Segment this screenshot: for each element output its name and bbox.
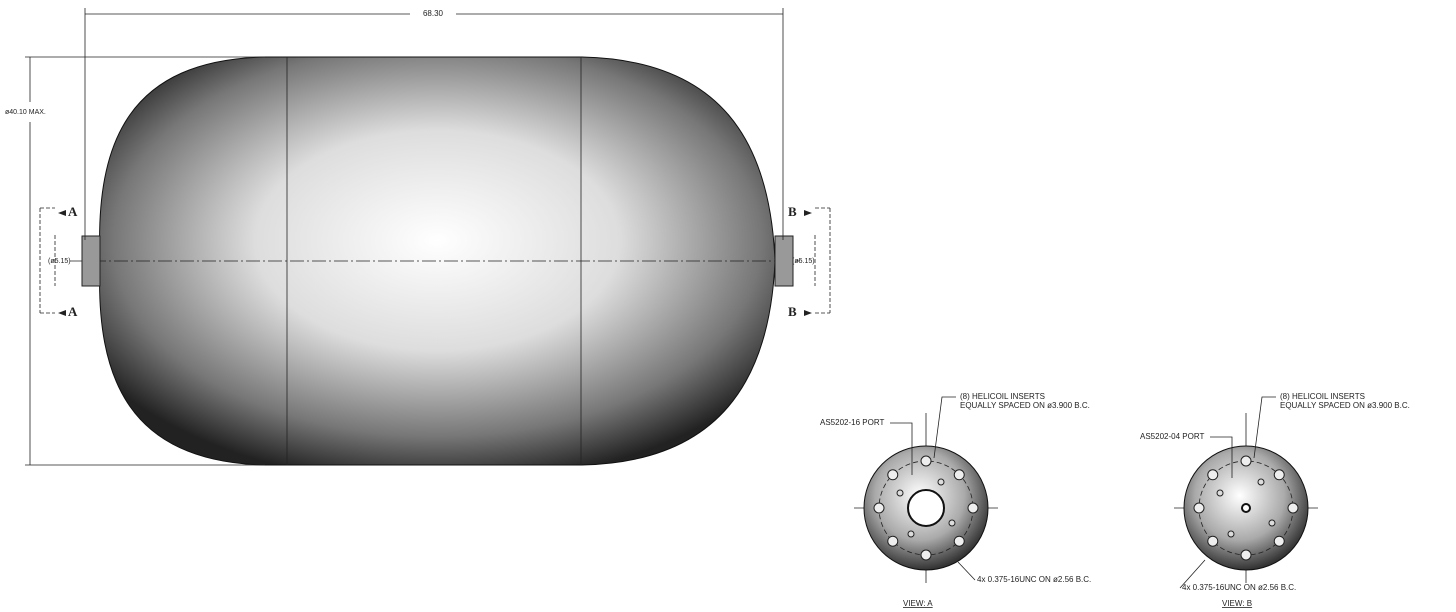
helicoil-label: EQUALLY SPACED ON ø3.900 B.C. [960, 401, 1090, 410]
helicoil [953, 469, 965, 481]
port-label: AS5202-16 PORT [820, 418, 884, 427]
thread-hole [907, 530, 915, 538]
length-dim: 68.30 [423, 9, 444, 18]
helicoil [920, 549, 932, 561]
section-mark: A [68, 304, 78, 319]
thread-hole [1268, 519, 1276, 527]
thread-label: 4x 0.375-16UNC ON ø2.56 B.C. [977, 575, 1091, 584]
leader [933, 396, 956, 459]
port [1241, 503, 1251, 513]
port [907, 489, 945, 527]
helicoil [1273, 469, 1285, 481]
view-title: VIEW: A [903, 599, 933, 608]
helicoil [1207, 469, 1219, 481]
helicoil [1240, 549, 1252, 561]
section-mark: B [788, 204, 797, 219]
helicoil-label: (8) HELICOIL INSERTS [960, 392, 1045, 401]
section-outline [39, 207, 56, 314]
thread-hole [1257, 478, 1265, 486]
tank-body [99, 56, 776, 466]
helicoil [967, 502, 979, 514]
leader [957, 561, 976, 581]
helicoil-label: EQUALLY SPACED ON ø3.900 B.C. [1280, 401, 1410, 410]
helicoil [1273, 535, 1285, 547]
leader [1210, 436, 1233, 478]
helicoil [1240, 455, 1252, 467]
port-label: AS5202-04 PORT [1140, 432, 1204, 441]
thread-hole [1227, 530, 1235, 538]
thread-hole [948, 519, 956, 527]
port-dim: (ø5.15) [48, 258, 71, 265]
helicoil-label: (8) HELICOIL INSERTS [1280, 392, 1365, 401]
port-boss [81, 235, 101, 287]
helicoil [1287, 502, 1299, 514]
section-mark: B [788, 304, 797, 319]
section-mark: A [68, 204, 78, 219]
port-dim: (ø5.15) [792, 258, 815, 265]
thread-hole [1216, 489, 1224, 497]
leader [1179, 559, 1206, 589]
helicoil [873, 502, 885, 514]
thread-hole [896, 489, 904, 497]
helicoil [1207, 535, 1219, 547]
helicoil [887, 469, 899, 481]
thread-hole [937, 478, 945, 486]
section-outline [814, 207, 831, 314]
helicoil [1193, 502, 1205, 514]
diameter-dim: ø40.10 MAX. [5, 109, 46, 116]
helicoil [920, 455, 932, 467]
view-title: VIEW: B [1222, 599, 1252, 608]
leader [890, 422, 913, 475]
thread-label: 4x 0.375-16UNC ON ø2.56 B.C. [1182, 583, 1296, 592]
helicoil [887, 535, 899, 547]
leader [1253, 396, 1276, 459]
helicoil [953, 535, 965, 547]
port-boss [774, 235, 794, 287]
